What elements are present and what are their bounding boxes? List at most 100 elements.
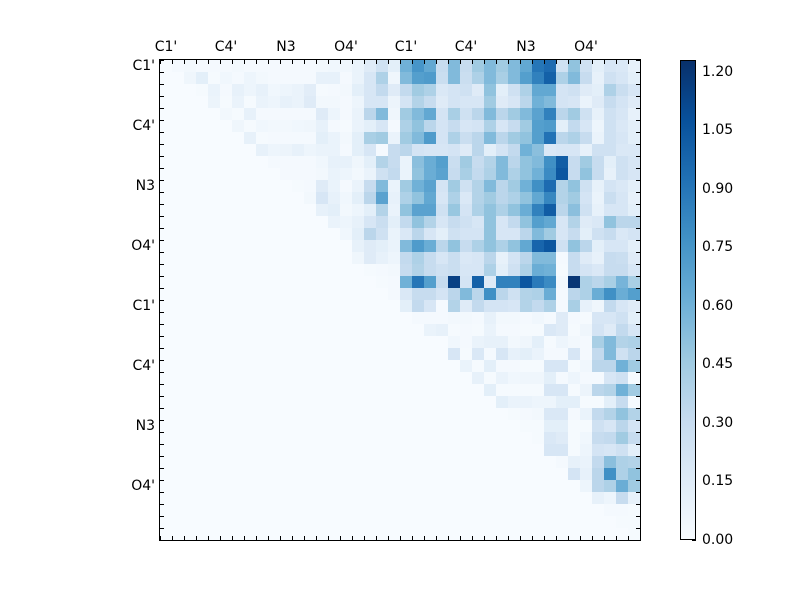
heatmap-cell [316, 228, 328, 240]
heatmap-cell [436, 192, 448, 204]
heatmap-cell [496, 132, 508, 144]
axis-tick [160, 144, 164, 145]
heatmap-cell [520, 444, 532, 456]
axis-tick [484, 60, 485, 64]
heatmap-cell [328, 408, 340, 420]
heatmap-cell [292, 372, 304, 384]
heatmap-cell [436, 456, 448, 468]
heatmap-cell [376, 528, 388, 540]
heatmap-cell [412, 180, 424, 192]
heatmap-cell [532, 468, 544, 480]
heatmap-cell [424, 384, 436, 396]
colorbar [680, 60, 696, 540]
heatmap-cell [220, 360, 232, 372]
heatmap-cell [280, 480, 292, 492]
heatmap-cell [460, 264, 472, 276]
heatmap-cell [184, 144, 196, 156]
heatmap-cell [484, 120, 496, 132]
heatmap-cell [244, 96, 256, 108]
heatmap-cell [328, 276, 340, 288]
heatmap-cell [268, 96, 280, 108]
heatmap-cell [232, 372, 244, 384]
heatmap-cell [292, 336, 304, 348]
axis-tick [636, 336, 640, 337]
heatmap-cell [532, 240, 544, 252]
heatmap-cell [532, 96, 544, 108]
heatmap-cell [304, 336, 316, 348]
heatmap-cell [172, 228, 184, 240]
heatmap-cell [592, 204, 604, 216]
heatmap-cell [268, 216, 280, 228]
heatmap-cell [316, 360, 328, 372]
heatmap-cell [172, 204, 184, 216]
heatmap-cell [376, 396, 388, 408]
heatmap-cell [568, 216, 580, 228]
heatmap-cell [580, 396, 592, 408]
heatmap-cell [388, 216, 400, 228]
heatmap-cell [556, 180, 568, 192]
heatmap-cell [520, 456, 532, 468]
heatmap-cell [232, 468, 244, 480]
heatmap-cell [388, 72, 400, 84]
heatmap-cell [244, 60, 256, 72]
heatmap-cell [556, 120, 568, 132]
heatmap-cell [184, 252, 196, 264]
heatmap-cell [508, 444, 520, 456]
axis-tick [636, 300, 640, 301]
heatmap-cell [568, 156, 580, 168]
heatmap-cell [280, 108, 292, 120]
heatmap-cell [448, 132, 460, 144]
heatmap-cell [292, 264, 304, 276]
heatmap-cell [448, 348, 460, 360]
heatmap-cell [220, 456, 232, 468]
axis-tick [160, 84, 164, 85]
heatmap-cell [184, 192, 196, 204]
heatmap-cell [412, 396, 424, 408]
heatmap-cell [604, 132, 616, 144]
heatmap-cell [472, 480, 484, 492]
heatmap-cell [364, 336, 376, 348]
heatmap-cell [208, 456, 220, 468]
heatmap-cell [544, 396, 556, 408]
axis-tick [244, 536, 245, 540]
heatmap-cell [472, 264, 484, 276]
heatmap-cell [328, 384, 340, 396]
heatmap-cell [328, 60, 340, 72]
heatmap-cell [172, 216, 184, 228]
axis-tick [160, 264, 164, 265]
axis-tick [472, 536, 473, 540]
heatmap-cell [304, 396, 316, 408]
heatmap-cell [592, 372, 604, 384]
heatmap-cell [184, 372, 196, 384]
heatmap-cell [364, 444, 376, 456]
heatmap-cell [400, 108, 412, 120]
heatmap-cell [592, 72, 604, 84]
heatmap-cell [520, 336, 532, 348]
heatmap-cell [376, 120, 388, 132]
heatmap-cell [628, 108, 640, 120]
heatmap-cell [256, 204, 268, 216]
heatmap-cell [316, 264, 328, 276]
heatmap-cell [220, 132, 232, 144]
axis-tick [220, 536, 221, 540]
heatmap-cell [388, 432, 400, 444]
heatmap-cell [376, 216, 388, 228]
heatmap-cell [436, 264, 448, 276]
heatmap-cell [364, 408, 376, 420]
heatmap-cell [424, 192, 436, 204]
heatmap-cell [568, 228, 580, 240]
heatmap-cell [232, 504, 244, 516]
heatmap-cell [592, 360, 604, 372]
heatmap-cell [556, 456, 568, 468]
heatmap-cell [400, 240, 412, 252]
heatmap-cell [232, 192, 244, 204]
heatmap-cell [376, 480, 388, 492]
heatmap-cell [208, 348, 220, 360]
heatmap-cell [208, 516, 220, 528]
heatmap-cell [604, 504, 616, 516]
heatmap-cell [160, 528, 172, 540]
x-tick-label: C4' [454, 39, 478, 55]
axis-tick [568, 60, 569, 64]
heatmap-cell [244, 384, 256, 396]
heatmap-cell [472, 504, 484, 516]
